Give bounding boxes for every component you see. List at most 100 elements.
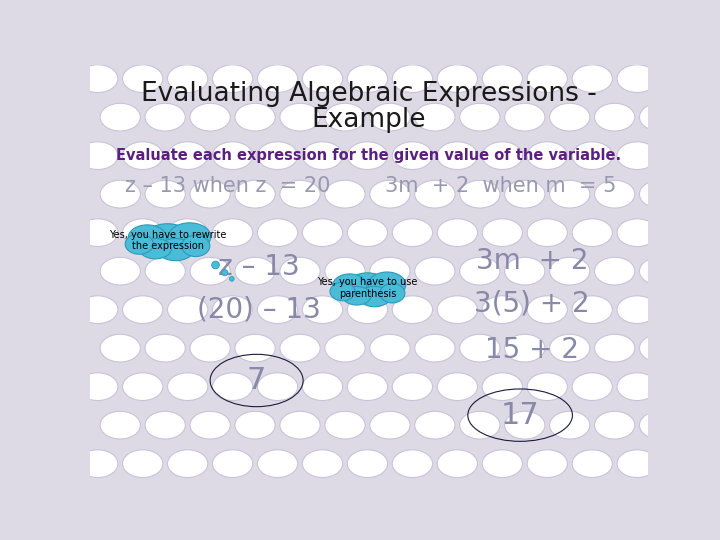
Ellipse shape — [345, 273, 390, 303]
Text: z – 13: z – 13 — [218, 253, 300, 281]
Ellipse shape — [100, 411, 140, 439]
Ellipse shape — [459, 180, 500, 208]
Ellipse shape — [122, 219, 163, 247]
Ellipse shape — [139, 239, 171, 259]
Ellipse shape — [639, 334, 680, 362]
Ellipse shape — [369, 272, 406, 298]
Ellipse shape — [595, 103, 635, 131]
Text: Evaluate each expression for the given value of the variable.: Evaluate each expression for the given v… — [117, 148, 621, 163]
Ellipse shape — [459, 334, 500, 362]
Ellipse shape — [325, 180, 365, 208]
Ellipse shape — [100, 103, 140, 131]
Ellipse shape — [212, 219, 253, 247]
Ellipse shape — [168, 65, 208, 92]
Ellipse shape — [505, 180, 545, 208]
Ellipse shape — [617, 65, 657, 92]
Ellipse shape — [325, 103, 365, 131]
Ellipse shape — [617, 373, 657, 401]
Ellipse shape — [482, 65, 523, 92]
Ellipse shape — [258, 219, 297, 247]
Ellipse shape — [549, 334, 590, 362]
Ellipse shape — [370, 103, 410, 131]
Ellipse shape — [459, 103, 500, 131]
Circle shape — [222, 269, 228, 276]
Ellipse shape — [639, 103, 680, 131]
Ellipse shape — [359, 286, 391, 307]
Ellipse shape — [125, 234, 153, 254]
Ellipse shape — [370, 257, 410, 285]
Ellipse shape — [190, 411, 230, 439]
Ellipse shape — [145, 334, 185, 362]
Ellipse shape — [415, 103, 455, 131]
Ellipse shape — [235, 411, 275, 439]
Ellipse shape — [347, 142, 387, 170]
Ellipse shape — [302, 450, 343, 477]
Ellipse shape — [78, 296, 118, 323]
Ellipse shape — [527, 450, 567, 477]
Ellipse shape — [145, 180, 185, 208]
Text: 7: 7 — [247, 366, 266, 395]
Ellipse shape — [258, 65, 297, 92]
Ellipse shape — [505, 103, 545, 131]
Ellipse shape — [280, 334, 320, 362]
Text: 3(5) + 2: 3(5) + 2 — [474, 289, 590, 318]
Ellipse shape — [258, 373, 297, 401]
Ellipse shape — [549, 411, 590, 439]
Ellipse shape — [437, 219, 477, 247]
Ellipse shape — [482, 296, 523, 323]
Ellipse shape — [572, 450, 612, 477]
Ellipse shape — [190, 180, 230, 208]
Ellipse shape — [190, 103, 230, 131]
Ellipse shape — [168, 223, 211, 251]
Ellipse shape — [100, 334, 140, 362]
Ellipse shape — [639, 257, 680, 285]
Ellipse shape — [572, 296, 612, 323]
Ellipse shape — [415, 257, 455, 285]
Ellipse shape — [78, 65, 118, 92]
Ellipse shape — [280, 180, 320, 208]
Ellipse shape — [437, 296, 477, 323]
Ellipse shape — [78, 373, 118, 401]
Ellipse shape — [100, 180, 140, 208]
Ellipse shape — [617, 296, 657, 323]
Ellipse shape — [122, 450, 163, 477]
Ellipse shape — [482, 373, 523, 401]
Ellipse shape — [482, 142, 523, 170]
Ellipse shape — [572, 142, 612, 170]
Ellipse shape — [595, 257, 635, 285]
Ellipse shape — [572, 65, 612, 92]
Ellipse shape — [343, 286, 371, 305]
Ellipse shape — [302, 142, 343, 170]
Ellipse shape — [330, 282, 355, 301]
Circle shape — [230, 276, 234, 281]
Ellipse shape — [505, 334, 545, 362]
Ellipse shape — [145, 257, 185, 285]
Ellipse shape — [280, 103, 320, 131]
Ellipse shape — [100, 257, 140, 285]
Ellipse shape — [459, 257, 500, 285]
Text: z – 13 when z  = 20: z – 13 when z = 20 — [125, 177, 330, 197]
Ellipse shape — [527, 373, 567, 401]
Ellipse shape — [527, 142, 567, 170]
Ellipse shape — [527, 219, 567, 247]
Ellipse shape — [190, 257, 230, 285]
Ellipse shape — [78, 450, 118, 477]
Circle shape — [212, 261, 220, 269]
Ellipse shape — [347, 296, 387, 323]
Text: 3m  + 2  when m  = 5: 3m + 2 when m = 5 — [385, 177, 616, 197]
Ellipse shape — [212, 65, 253, 92]
Ellipse shape — [258, 142, 297, 170]
Text: Example: Example — [312, 107, 426, 133]
Ellipse shape — [459, 411, 500, 439]
Ellipse shape — [302, 296, 343, 323]
Ellipse shape — [392, 219, 433, 247]
Text: 15 + 2: 15 + 2 — [485, 336, 579, 364]
Ellipse shape — [380, 284, 405, 303]
Ellipse shape — [415, 180, 455, 208]
Ellipse shape — [168, 373, 208, 401]
Ellipse shape — [122, 142, 163, 170]
Ellipse shape — [347, 65, 387, 92]
Ellipse shape — [370, 411, 410, 439]
Text: Evaluating Algebraic Expressions -: Evaluating Algebraic Expressions - — [141, 81, 597, 107]
Ellipse shape — [128, 225, 166, 251]
